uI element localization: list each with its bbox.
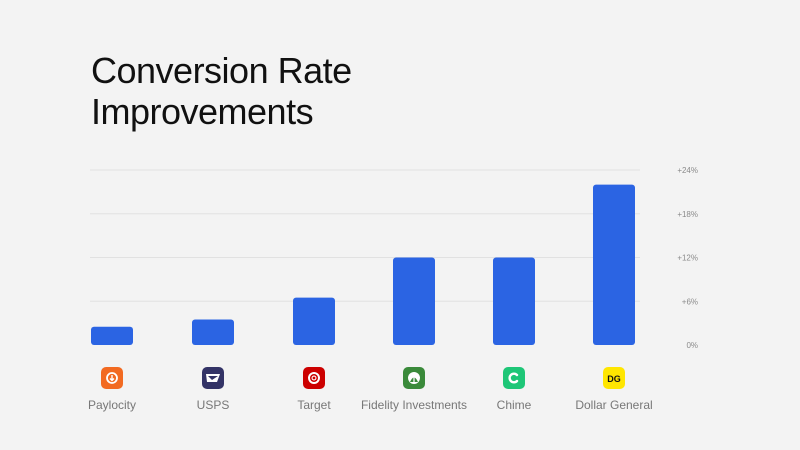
category-label: Chime: [497, 398, 532, 412]
bar: [293, 297, 335, 345]
category-label: Fidelity Investments: [361, 398, 467, 412]
bar: [393, 257, 435, 345]
y-tick-label: +24%: [677, 166, 698, 175]
category-label: Target: [297, 398, 331, 412]
usps-logo-icon: [202, 367, 224, 389]
category-label: USPS: [197, 398, 230, 412]
y-tick-label: +18%: [677, 210, 698, 219]
bar: [593, 184, 635, 345]
fidelity-logo-icon: [403, 367, 425, 389]
page-title: Conversion Rate Improvements: [91, 50, 491, 132]
svg-text:DG: DG: [607, 374, 621, 384]
category-label: Dollar General: [575, 398, 652, 412]
title-line-2: Improvements: [91, 91, 314, 132]
target-logo-icon: [303, 367, 325, 389]
dollar-general-logo-icon: DG: [603, 367, 625, 389]
bar: [91, 326, 133, 345]
bar: [192, 319, 234, 345]
chime-logo-icon: [503, 367, 525, 389]
title-line-1: Conversion Rate: [91, 50, 352, 91]
y-tick-label: +12%: [677, 254, 698, 263]
y-tick-label: 0%: [686, 341, 698, 350]
bar: [493, 257, 535, 345]
paylocity-logo-icon: [101, 367, 123, 389]
y-tick-label: +6%: [682, 297, 698, 306]
category-label: Paylocity: [88, 398, 136, 412]
